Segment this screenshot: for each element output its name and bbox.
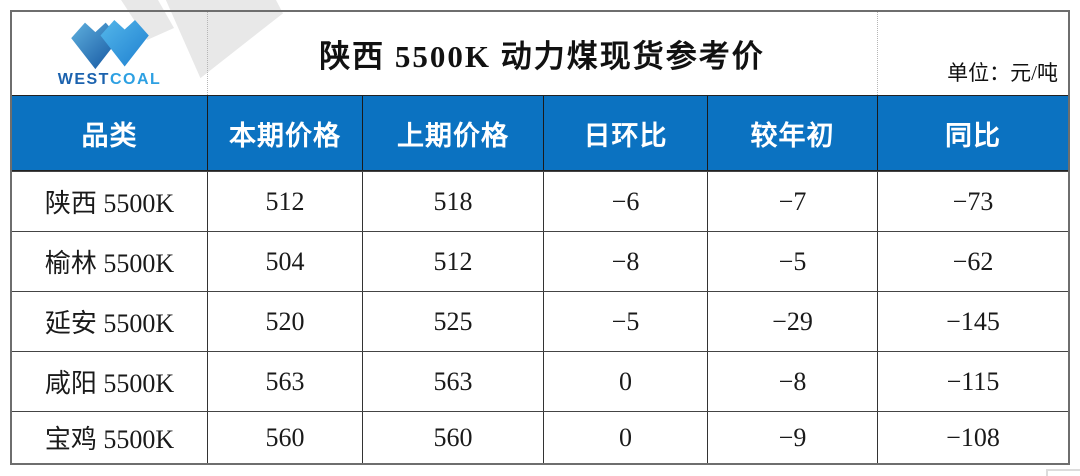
- cell-day-over-day: −8: [543, 232, 707, 291]
- cell-current-price: 563: [207, 352, 362, 411]
- col-header-year-over-year: 同比: [877, 96, 1068, 170]
- westcoal-logo-icon: [70, 19, 149, 69]
- col-header-current-price: 本期价格: [207, 96, 362, 170]
- col-header-previous-price: 上期价格: [362, 96, 543, 170]
- table-row: 延安 5500K 520 525 −5 −29 −145: [12, 291, 1068, 351]
- cell-previous-price: 525: [362, 292, 543, 351]
- table-row: 咸阳 5500K 563 563 0 −8 −115: [12, 351, 1068, 411]
- title-cell: 陕西 5500K 动力煤现货参考价: [207, 12, 877, 95]
- cell-day-over-day: 0: [543, 352, 707, 411]
- brand-coal: COAL: [109, 70, 162, 88]
- cell-year-over-year: −115: [877, 352, 1068, 411]
- cell-vs-year-start: −8: [707, 352, 877, 411]
- cell-current-price: 520: [207, 292, 362, 351]
- cell-previous-price: 560: [362, 412, 543, 463]
- col-header-day-over-day: 日环比: [543, 96, 707, 170]
- col-header-category: 品类: [81, 120, 138, 151]
- divider-dotted-right: [877, 12, 878, 95]
- col-header-vs-year-start: 较年初: [707, 96, 877, 170]
- table-row: 陕西 5500K 512 518 −6 −7 −73: [12, 171, 1068, 231]
- header-band: WESTCOAL 陕西 5500K 动力煤现货参考价 单位：元/吨: [12, 12, 1068, 95]
- cell-year-over-year: −108: [877, 412, 1068, 463]
- cell-category: 延安 5500K: [44, 309, 175, 338]
- cell-vs-year-start: −9: [707, 412, 877, 463]
- table-header-row: 品类 本期价格 上期价格 日环比 较年初 同比: [12, 95, 1068, 171]
- cell-vs-year-start: −29: [707, 292, 877, 351]
- cell-day-over-day: −6: [543, 172, 707, 231]
- cell-current-price: 512: [207, 172, 362, 231]
- cell-vs-year-start: −5: [707, 232, 877, 291]
- cell-category: 宝鸡 5500K: [44, 425, 175, 454]
- brand-west: WEST: [57, 70, 110, 88]
- cell-day-over-day: 0: [543, 412, 707, 463]
- cell-category: 陕西 5500K: [44, 189, 175, 218]
- cell-current-price: 504: [207, 232, 362, 291]
- page-title: 陕西 5500K 动力煤现货参考价: [319, 39, 765, 74]
- table-row: 榆林 5500K 504 512 −8 −5 −62: [12, 231, 1068, 291]
- price-table-sheet: WESTCOAL 陕西 5500K 动力煤现货参考价 单位：元/吨 品类 本期价…: [10, 10, 1070, 465]
- cell-year-over-year: −62: [877, 232, 1068, 291]
- cell-category: 咸阳 5500K: [44, 369, 175, 398]
- brand-name: WESTCOAL: [57, 70, 162, 88]
- partial-box-fragment: [1046, 469, 1080, 476]
- cell-year-over-year: −145: [877, 292, 1068, 351]
- cell-day-over-day: −5: [543, 292, 707, 351]
- cell-previous-price: 563: [362, 352, 543, 411]
- logo: WESTCOAL: [12, 12, 207, 95]
- cell-year-over-year: −73: [877, 172, 1068, 231]
- cell-category: 榆林 5500K: [44, 249, 175, 278]
- cell-previous-price: 512: [362, 232, 543, 291]
- table-row: 宝鸡 5500K 560 560 0 −9 −108: [12, 411, 1068, 463]
- cell-current-price: 560: [207, 412, 362, 463]
- cell-previous-price: 518: [362, 172, 543, 231]
- cell-vs-year-start: −7: [707, 172, 877, 231]
- unit-label: 单位：元/吨: [947, 61, 1058, 85]
